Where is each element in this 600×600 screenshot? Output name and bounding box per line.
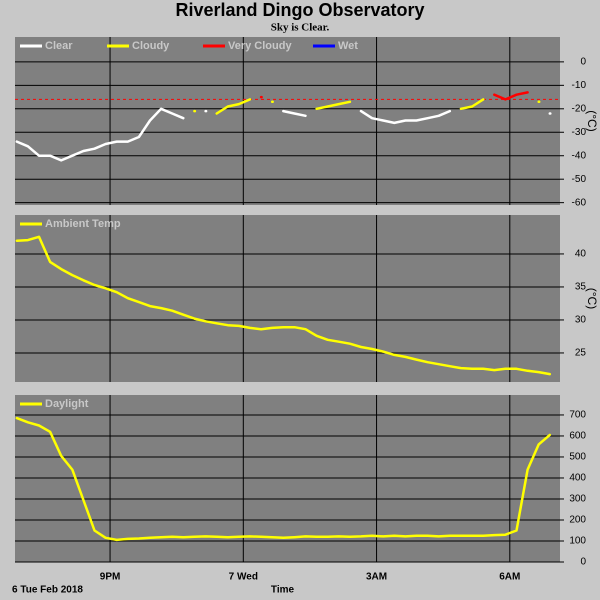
chart-subtitle: Sky is Clear. [271,22,330,34]
series-line [15,235,552,376]
y-axis-label: (°C) [585,288,599,309]
y-tick-label: -20 [572,103,587,114]
y-tick-label: 0 [580,57,586,68]
y-tick-label: -10 [572,80,587,91]
legend-label: Very Cloudy [228,40,292,52]
date-label: 6 Tue Feb 2018 [12,585,83,596]
y-tick-label: -60 [572,197,587,208]
series-line [15,107,552,162]
x-axis-label: Time [271,585,295,596]
series-line [193,98,541,115]
legend-label: Clear [45,40,73,52]
x-tick-label: 7 Wed [229,572,258,583]
y-tick-label: -40 [572,150,587,161]
y-tick-label: -50 [572,174,587,185]
plot-area [15,395,560,562]
y-tick-label: 400 [569,473,586,484]
y-tick-label: 600 [569,431,586,442]
legend-label: Wet [338,40,358,52]
y-tick-label: 0 [580,557,586,568]
y-tick-label: 35 [575,282,587,293]
plot-area [15,215,560,382]
x-tick-label: 9PM [100,572,121,583]
y-tick-label: 40 [575,249,587,260]
y-tick-label: 30 [575,315,587,326]
legend-label: Ambient Temp [45,218,121,230]
y-tick-label: -30 [572,127,587,138]
x-tick-label: 6AM [499,572,520,583]
y-tick-label: 700 [569,410,586,421]
y-axis-label: (°C) [585,110,599,131]
legend-label: Daylight [45,398,89,410]
legend-label: Cloudy [132,40,170,52]
y-tick-label: 100 [569,536,586,547]
plot-area [15,37,560,205]
series-line [259,91,529,101]
y-tick-label: 25 [575,348,587,359]
y-tick-label: 500 [569,452,586,463]
chart-title: Riverland Dingo Observatory [175,0,424,20]
series-line [15,416,552,542]
y-tick-label: 200 [569,515,586,526]
y-tick-label: 300 [569,494,586,505]
x-tick-label: 3AM [366,572,387,583]
